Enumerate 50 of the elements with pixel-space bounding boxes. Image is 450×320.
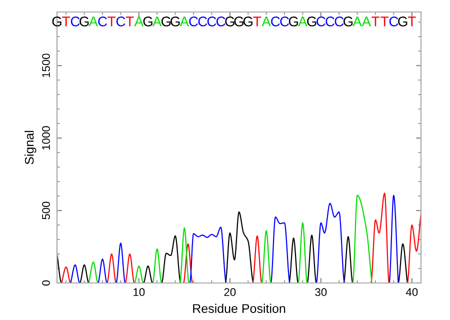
annotation: T xyxy=(408,16,416,26)
annotation: G xyxy=(288,16,298,26)
annotation: A xyxy=(352,16,362,26)
annotation: G xyxy=(143,16,152,26)
y-axis-title: Signal xyxy=(24,130,36,164)
annotation: T xyxy=(372,16,380,26)
annotation: A xyxy=(88,16,98,26)
annotation: C xyxy=(116,16,126,26)
annotation: C xyxy=(207,16,216,26)
annotation: A xyxy=(180,16,190,26)
annotation: A xyxy=(134,16,144,26)
x-axis-title: Residue Position xyxy=(193,304,286,313)
annotation: G xyxy=(243,16,252,26)
annotation: G xyxy=(398,16,408,26)
annotation: C xyxy=(216,16,226,26)
y-tick-label: 500 xyxy=(42,202,50,220)
annotation: T xyxy=(108,16,116,26)
annotation: C xyxy=(198,16,208,26)
annotation: A xyxy=(362,16,372,26)
annotation: G xyxy=(234,16,244,26)
annotation: G xyxy=(225,16,234,26)
annotation: G xyxy=(170,16,180,26)
annotation: C xyxy=(389,16,398,26)
annotation: G xyxy=(161,16,171,26)
annotation: A xyxy=(152,16,162,26)
annotation: A xyxy=(262,16,271,26)
annotation: G xyxy=(52,16,62,26)
annotation: C xyxy=(280,16,289,26)
x-tick-label: 20 xyxy=(224,288,236,296)
x-tick-label: 30 xyxy=(315,288,327,296)
annotation: C xyxy=(316,16,326,26)
annotation: G xyxy=(343,16,353,26)
annotation: C xyxy=(271,16,280,26)
annotation: G xyxy=(80,16,89,26)
annotation: T xyxy=(253,16,262,26)
y-tick-label: 1000 xyxy=(42,126,50,150)
annotation: T xyxy=(380,16,389,26)
annotation: T xyxy=(62,16,70,26)
annotation: C xyxy=(98,16,107,26)
annotation: T xyxy=(126,16,134,26)
annotation: C xyxy=(334,16,344,26)
y-tick-label: 1500 xyxy=(42,54,50,78)
annotation: G xyxy=(307,16,316,26)
annotation: A xyxy=(298,16,308,26)
annotation: C xyxy=(189,16,198,26)
x-tick-label: 40 xyxy=(406,288,418,296)
y-tick-label: 0 xyxy=(42,280,50,286)
annotation: C xyxy=(326,16,334,26)
x-tick-label: 10 xyxy=(134,288,145,296)
annotation: C xyxy=(70,16,80,26)
